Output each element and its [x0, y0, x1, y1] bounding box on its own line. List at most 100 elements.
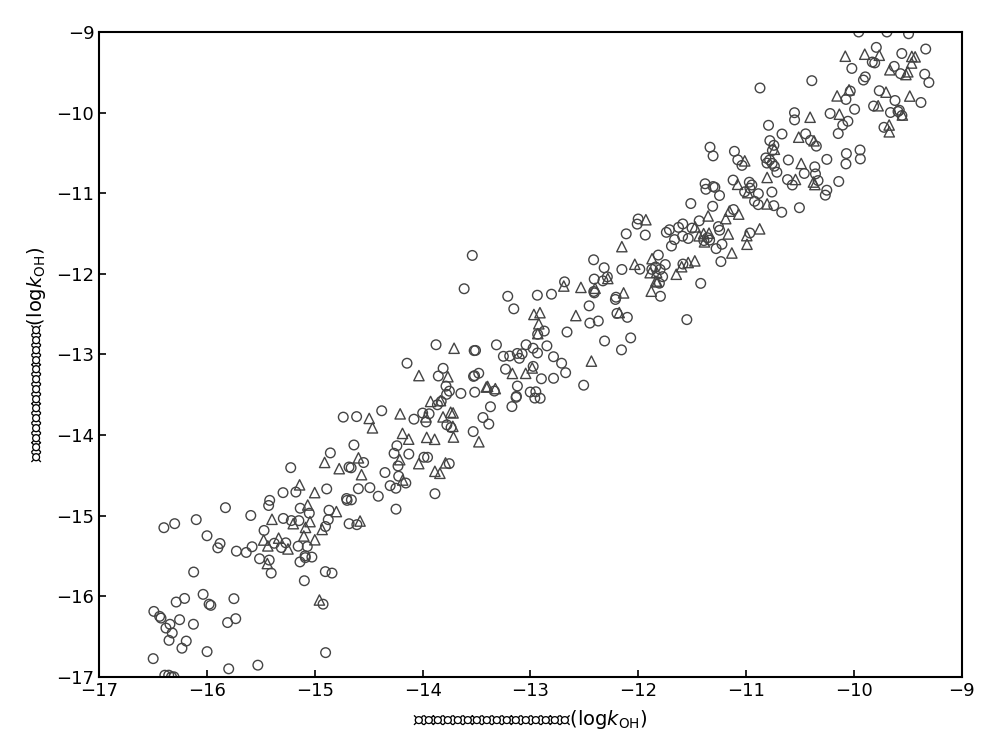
- Point: [546, 351, 562, 363]
- Point: [441, 457, 457, 469]
- Point: [522, 386, 538, 398]
- Point: [374, 404, 390, 417]
- Point: [806, 135, 822, 147]
- Point: [395, 474, 411, 486]
- Point: [691, 230, 707, 242]
- Point: [707, 181, 723, 194]
- Point: [851, 26, 867, 38]
- Point: [322, 447, 338, 459]
- Point: [156, 522, 172, 534]
- Point: [759, 157, 775, 169]
- Point: [324, 567, 340, 579]
- Point: [406, 413, 422, 425]
- Point: [487, 383, 503, 395]
- Point: [611, 306, 627, 318]
- Point: [687, 221, 703, 233]
- Point: [554, 357, 570, 369]
- Point: [649, 266, 665, 278]
- Point: [418, 411, 434, 423]
- Point: [511, 352, 527, 364]
- Point: [364, 422, 380, 434]
- Point: [256, 534, 272, 546]
- Point: [837, 50, 853, 62]
- Point: [297, 552, 313, 564]
- Point: [702, 234, 718, 246]
- Point: [741, 176, 757, 188]
- Point: [576, 380, 592, 392]
- Point: [786, 107, 802, 119]
- Point: [464, 249, 480, 262]
- Point: [642, 267, 658, 279]
- Point: [769, 166, 785, 178]
- Point: [339, 494, 355, 507]
- Point: [445, 407, 461, 419]
- Point: [495, 350, 511, 362]
- Point: [264, 513, 280, 525]
- Point: [250, 659, 266, 671]
- Point: [391, 470, 407, 482]
- Point: [468, 345, 484, 357]
- Point: [465, 426, 481, 438]
- Point: [644, 253, 660, 265]
- Point: [893, 67, 909, 79]
- Point: [618, 228, 634, 240]
- Point: [819, 153, 835, 166]
- Point: [759, 198, 775, 210]
- Point: [784, 179, 800, 191]
- Point: [725, 174, 741, 186]
- Point: [401, 448, 417, 460]
- Point: [350, 452, 366, 464]
- Point: [382, 479, 398, 491]
- Point: [317, 457, 333, 469]
- Point: [478, 381, 494, 393]
- Point: [648, 275, 664, 287]
- Point: [780, 174, 796, 186]
- Point: [514, 348, 530, 360]
- Point: [411, 370, 427, 382]
- Point: [467, 386, 483, 398]
- Point: [389, 440, 405, 452]
- Point: [619, 311, 635, 324]
- Point: [432, 395, 448, 407]
- Point: [726, 145, 742, 157]
- Point: [650, 249, 666, 261]
- Point: [718, 212, 734, 225]
- Point: [758, 152, 774, 164]
- Point: [595, 275, 611, 287]
- Point: [525, 342, 541, 355]
- Point: [696, 234, 712, 246]
- Point: [720, 228, 736, 240]
- Point: [793, 157, 809, 169]
- Point: [882, 107, 898, 119]
- Point: [804, 75, 820, 87]
- Point: [415, 407, 431, 419]
- Point: [486, 385, 502, 397]
- Point: [917, 68, 933, 80]
- Point: [275, 487, 291, 499]
- Point: [667, 234, 683, 246]
- Point: [388, 503, 404, 515]
- Point: [480, 380, 496, 392]
- Point: [721, 205, 737, 217]
- Point: [891, 104, 907, 116]
- Point: [890, 105, 906, 117]
- Point: [590, 315, 606, 327]
- Point: [750, 187, 766, 200]
- Point: [696, 236, 712, 248]
- Point: [831, 175, 847, 187]
- Point: [343, 462, 359, 474]
- Point: [807, 178, 823, 191]
- Point: [280, 543, 296, 555]
- Point: [596, 262, 612, 274]
- Point: [221, 663, 237, 675]
- Point: [328, 506, 344, 518]
- Point: [737, 155, 753, 167]
- Point: [411, 457, 427, 469]
- Point: [531, 318, 547, 330]
- Point: [557, 276, 573, 288]
- Point: [687, 255, 703, 267]
- Point: [399, 357, 415, 369]
- Point: [238, 547, 254, 559]
- Point: [887, 94, 903, 107]
- Point: [675, 218, 691, 230]
